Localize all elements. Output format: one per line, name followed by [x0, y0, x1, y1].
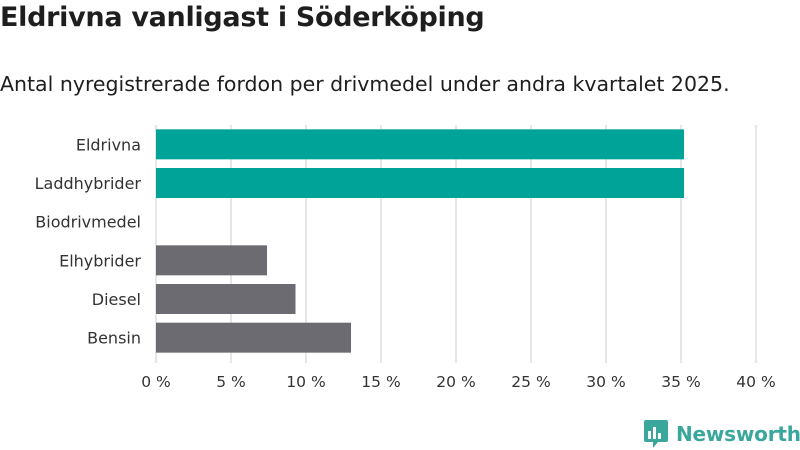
category-label: Diesel	[92, 290, 141, 309]
newsworthy-logo-icon	[644, 420, 668, 448]
chart-subtitle: Antal nyregistrerade fordon per drivmede…	[0, 72, 730, 96]
x-axis: 0 % 5 % 10 % 15 % 20 % 25 % 30 % 35 % 40 %	[141, 373, 775, 391]
category-label: Laddhybrider	[35, 174, 142, 193]
category-label: Bensin	[87, 329, 141, 348]
bar	[156, 284, 296, 314]
category-label: Biodrivmedel	[35, 213, 141, 232]
x-tick-label: 10 %	[286, 373, 325, 391]
bar	[156, 129, 684, 160]
category-label: Elhybrider	[59, 251, 141, 270]
category-label: Eldrivna	[76, 135, 141, 154]
x-tick-label: 25 %	[511, 373, 550, 391]
chart-title: Eldrivna vanligast i Söderköping	[0, 2, 485, 33]
bars	[156, 129, 684, 353]
bar-chart: Eldrivna Laddhybrider Biodrivmedel Elhybrid…	[35, 125, 776, 391]
x-tick-label: 30 %	[586, 373, 625, 391]
category-labels: Eldrivna Laddhybrider Biodrivmedel Elhybrid…	[35, 135, 142, 347]
x-tick-label: 5 %	[216, 373, 246, 391]
gridlines	[155, 125, 757, 363]
newsworthy-brand[interactable]: Newsworthy	[643, 418, 800, 450]
brand-name: Newsworthy	[676, 422, 800, 446]
x-tick-label: 20 %	[436, 373, 475, 391]
bar	[156, 322, 351, 353]
bar	[156, 245, 267, 276]
x-tick-label: 15 %	[361, 373, 400, 391]
x-tick-label: 40 %	[736, 373, 775, 391]
x-tick-label: 0 %	[141, 373, 171, 391]
bar	[156, 168, 684, 198]
x-tick-label: 35 %	[661, 373, 700, 391]
